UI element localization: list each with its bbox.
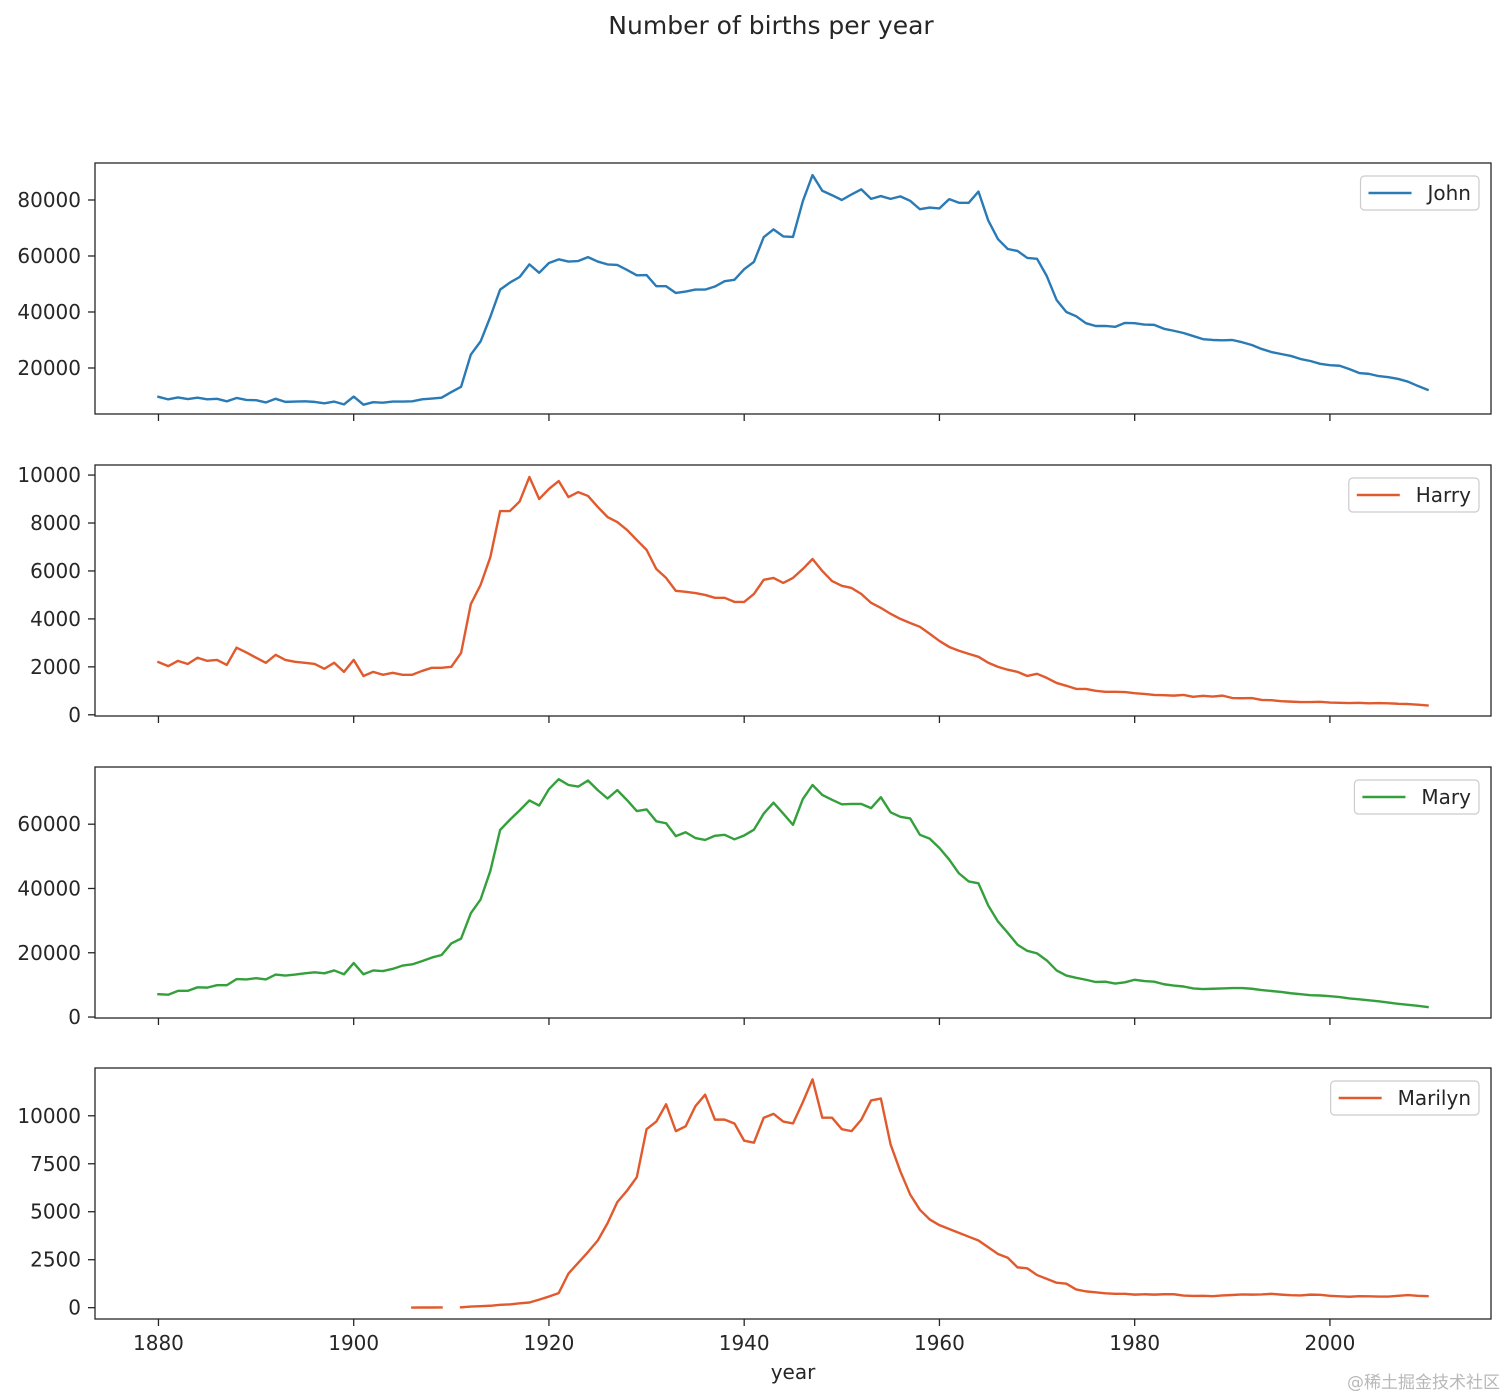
subplot-harry: 0 2000 4000 6000 8000 10000 Harry (17, 463, 1492, 727)
x-tick-label: 1940 (719, 1331, 770, 1355)
legend-box (1359, 175, 1480, 211)
series-line-harry (156, 475, 1429, 707)
x-tick-label: 1880 (133, 1331, 184, 1355)
y-tick-label: 10000 (17, 463, 81, 487)
y-tick-label: 0 (68, 1296, 81, 1320)
watermark: @稀土掘金技术社区 (1347, 1373, 1500, 1393)
legend-label: Marilyn (1398, 1086, 1471, 1110)
y-tick-label: 2000 (30, 655, 81, 679)
y-tick-label: 4000 (30, 607, 81, 631)
axes-frame (94, 464, 1492, 717)
legend: John (1359, 175, 1480, 211)
x-axis-label: year (771, 1360, 816, 1384)
y-tick-label: 60000 (17, 812, 81, 836)
y-tick-label: 7500 (30, 1152, 81, 1176)
series-line-marilyn (411, 1078, 1429, 1309)
x-tick-label: 2000 (1304, 1331, 1355, 1355)
y-tick-label: 10000 (17, 1104, 81, 1128)
y-tick-label: 5000 (30, 1200, 81, 1224)
legend: Marilyn (1330, 1080, 1480, 1116)
figure-title: Number of births per year (608, 11, 934, 40)
y-tick-label: 80000 (17, 188, 81, 212)
legend: Mary (1353, 779, 1480, 815)
y-tick-label: 6000 (30, 559, 81, 583)
x-tick-label: 1960 (914, 1331, 965, 1355)
y-tick-label: 40000 (17, 876, 81, 900)
legend-label: Harry (1416, 483, 1471, 507)
legend-box (1330, 1080, 1480, 1116)
subplot-marilyn: 0 2500 5000 7500 10000 1880 1900 1920 1940 1960 19… (17, 1067, 1492, 1355)
series-line-mary (157, 778, 1429, 1009)
y-tick-label: 8000 (30, 511, 81, 535)
axes-frame (94, 766, 1492, 1019)
legend-label: John (1426, 181, 1472, 205)
y-tick-label: 0 (68, 1005, 81, 1029)
subplot-mary: 0 20000 40000 60000 Mary (17, 766, 1492, 1029)
axes-frame (94, 162, 1492, 415)
y-tick-label: 20000 (17, 356, 81, 380)
legend-box (1348, 477, 1480, 513)
subplot-john: 20000 40000 60000 80000 John (17, 162, 1492, 421)
y-tick-label: 40000 (17, 300, 81, 324)
series-line-john (156, 173, 1430, 406)
legend-label: Mary (1421, 785, 1471, 809)
legend-box (1353, 779, 1480, 815)
y-tick-label: 60000 (17, 244, 81, 268)
axes-frame (94, 1067, 1492, 1320)
x-tick-label: 1920 (523, 1331, 574, 1355)
x-tick-label: 1900 (328, 1331, 379, 1355)
x-tick-label: 1980 (1109, 1331, 1160, 1355)
y-tick-label: 20000 (17, 941, 81, 965)
legend: Harry (1348, 477, 1480, 513)
y-tick-label: 0 (68, 703, 81, 727)
y-tick-label: 2500 (30, 1248, 81, 1272)
